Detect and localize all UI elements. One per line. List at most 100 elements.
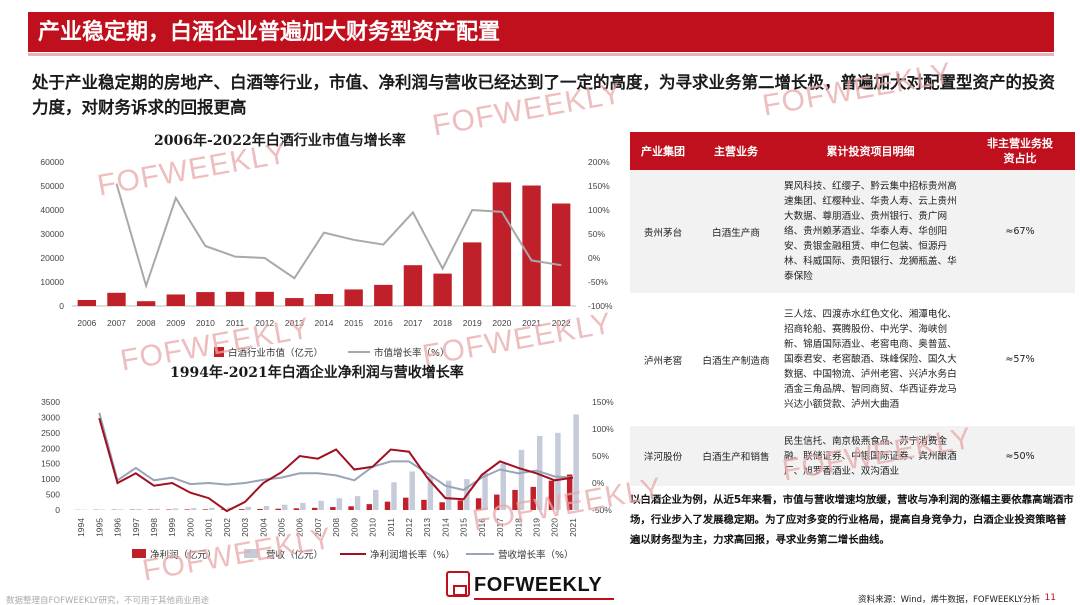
bar-net-profit <box>494 494 500 510</box>
x-tick-label: 2011 <box>386 518 396 537</box>
revenue-growth-line <box>98 412 573 492</box>
x-tick-label: 2020 <box>550 518 560 537</box>
bar-net-profit <box>293 508 300 510</box>
bar <box>522 185 541 306</box>
bar <box>463 242 482 306</box>
bar-net-profit <box>566 474 573 510</box>
bar-revenue <box>263 505 270 510</box>
x-tick-label: 2000 <box>185 518 195 537</box>
growth-line <box>115 183 562 290</box>
footer-source: 资料来源：Wind，烯牛数据，FOFWEEKLY分析 <box>858 595 1040 605</box>
y2-tick-label: -100% <box>588 301 613 311</box>
y-tick-label: 2500 <box>41 428 60 438</box>
x-tick-label: 2001 <box>204 518 214 537</box>
bar-revenue <box>281 504 288 510</box>
y-tick-label: 1000 <box>41 474 60 484</box>
bar-revenue <box>518 449 525 510</box>
x-tick-label: 2013 <box>285 318 304 328</box>
y-tick-label: 60000 <box>40 157 64 167</box>
x-tick-label: 2016 <box>477 518 487 537</box>
bar-net-profit <box>512 489 518 510</box>
bar <box>344 289 363 306</box>
bar <box>374 284 393 306</box>
y-tick-label: 500 <box>46 490 60 500</box>
x-tick-label: 2014 <box>315 318 334 328</box>
y2-tick-label: 50% <box>592 451 609 461</box>
y-tick-label: 20000 <box>40 253 64 263</box>
cell-group: 贵州茅台 <box>630 170 696 293</box>
x-tick-label: 2009 <box>349 518 359 537</box>
y2-tick-label: 150% <box>592 397 614 407</box>
x-tick-label: 1997 <box>131 518 141 537</box>
y-tick-label: 0 <box>59 301 64 311</box>
header-ratio: 非主营业务投资占比 <box>965 132 1075 170</box>
x-tick-label: 2022 <box>552 318 571 328</box>
bar <box>492 182 512 306</box>
page-number: 11 <box>1044 593 1056 603</box>
bar-revenue <box>555 432 561 510</box>
cell-group: 洋河股份 <box>630 426 696 486</box>
bar-revenue <box>445 480 452 510</box>
bar-revenue <box>354 496 361 510</box>
bar <box>433 273 452 306</box>
fofweekly-logo-icon <box>446 571 470 597</box>
bar <box>166 294 185 306</box>
legend-swatch <box>132 549 146 558</box>
bar-net-profit <box>257 508 263 510</box>
bar <box>314 294 334 306</box>
footer-disclaimer: 数据整理自FOFWEEKLY研究，不可用于其他商业用途 <box>6 596 209 605</box>
bar-net-profit <box>421 499 427 510</box>
bar-net-profit <box>202 509 209 510</box>
bar-net-profit <box>330 507 336 510</box>
bar-net-profit <box>457 500 464 510</box>
x-tick-label: 1999 <box>167 518 177 537</box>
x-tick-label: 2014 <box>440 518 450 537</box>
bar <box>136 301 156 306</box>
x-tick-label: 1996 <box>113 518 123 537</box>
cell-details: 巽风科技、红缨子、黔云集中招标贵州高速集团、红樱种业、华贵人寿、云上贵州大数据、… <box>776 170 965 293</box>
bar-net-profit <box>384 501 391 510</box>
y-tick-label: 2000 <box>41 443 60 453</box>
x-tick-label: 2012 <box>255 318 274 328</box>
cell-ratio: ≈50% <box>965 426 1075 486</box>
bar-revenue <box>427 476 434 510</box>
bar-revenue <box>500 463 506 510</box>
x-tick-label: 1995 <box>94 518 104 537</box>
x-tick-label: 2008 <box>331 518 341 537</box>
legend-label: 净利润（亿元） <box>150 549 217 561</box>
bar-revenue <box>118 509 124 510</box>
x-tick-label: 2017 <box>495 518 505 537</box>
cell-business: 白酒生产和销售 <box>696 426 776 486</box>
cell-business: 白酒生产商 <box>696 170 776 293</box>
x-tick-label: 2015 <box>344 318 363 328</box>
bar <box>285 298 304 306</box>
legend-swatch <box>244 549 258 558</box>
header-details: 累计投资项目明细 <box>776 132 965 170</box>
y2-tick-label: 0% <box>588 253 601 263</box>
cell-details: 民生信托、南京极燕食品、苏宁消费金融、联储证券、中银国际证券、宾州酿酒厂、旭罗香… <box>776 426 965 486</box>
bar <box>551 203 571 306</box>
legend-label: 营收（亿元） <box>266 549 323 561</box>
bar-net-profit <box>439 502 445 510</box>
bar-revenue <box>391 482 397 510</box>
bar <box>255 291 274 306</box>
logo-underline <box>474 598 614 600</box>
legend-label: 净利润增长率（%） <box>370 549 455 561</box>
x-tick-label: 2002 <box>222 518 232 537</box>
bar-revenue <box>172 508 179 510</box>
profit-growth-line <box>98 417 574 513</box>
x-tick-label: 2005 <box>276 518 286 537</box>
table-row: 洋河股份 白酒生产和销售 民生信托、南京极燕食品、苏宁消费金融、联储证券、中银国… <box>630 426 1075 486</box>
x-tick-label: 2013 <box>422 518 432 537</box>
y2-tick-label: 150% <box>588 181 610 191</box>
bar <box>225 291 245 306</box>
chart1-title: 2006年-2022年白酒行业市值与增长率 <box>154 133 406 149</box>
bar-net-profit <box>403 497 409 510</box>
x-tick-label: 1994 <box>76 518 86 537</box>
legend-label: 市值增长率（%） <box>374 347 450 359</box>
x-tick-label: 2010 <box>368 518 378 537</box>
x-tick-label: 2021 <box>568 518 578 537</box>
x-tick-label: 2003 <box>240 518 250 537</box>
x-tick-label: 2009 <box>166 318 185 328</box>
